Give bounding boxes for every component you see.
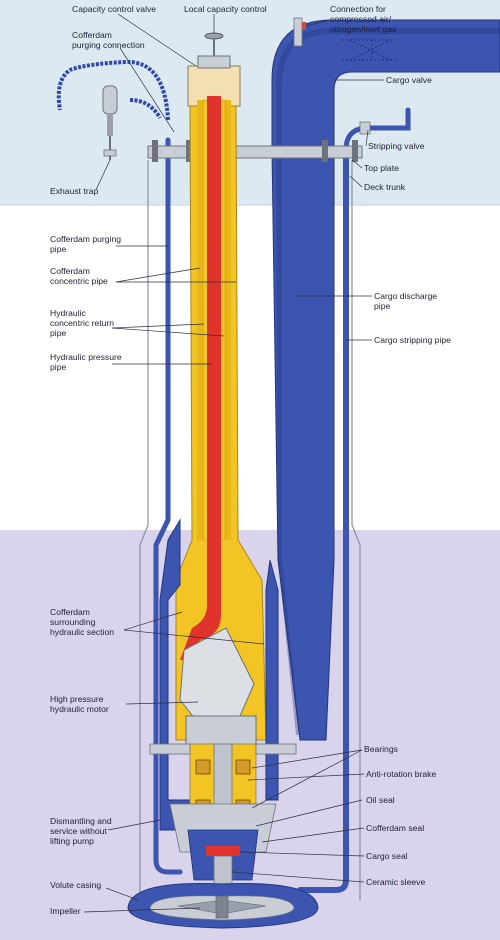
label-ceramic-sleeve: Ceramic sleeve <box>366 877 426 887</box>
label-hydraulic-pressure-pipe: Hydraulic pressure pipe <box>50 352 122 372</box>
cargo-valve <box>342 39 398 61</box>
label-high-pressure-motor: High pressure hydraulic motor <box>50 694 109 714</box>
hydraulic-pressure-bend <box>180 576 221 660</box>
label-cargo-discharge-pipe: Cargo discharge pipe <box>374 291 438 311</box>
label-cofferdam-purging-pipe: Cofferdam purging pipe <box>50 234 122 254</box>
cargo-stripping-pipe <box>297 147 349 893</box>
label-cofferdam-seal: Cofferdam seal <box>366 823 425 833</box>
label-cofferdam-concentric-pipe: Cofferdam concentric pipe <box>50 266 108 286</box>
capacity-control-cap <box>197 55 231 69</box>
label-cofferdam-surrounding: Cofferdam surrounding hydraulic section <box>50 607 115 637</box>
label-cargo-valve: Cargo valve <box>386 75 432 85</box>
label-oil-seal: Oil seal <box>366 795 395 805</box>
label-impeller: Impeller <box>50 906 81 916</box>
cofferdam-surround-right <box>265 559 279 801</box>
label-anti-rotation-brake: Anti-rotation brake <box>366 769 437 779</box>
hydraulic-motor <box>179 627 257 747</box>
label-top-plate: Top plate <box>364 163 399 173</box>
deck-trunk <box>139 160 361 900</box>
hydraulic-pressure-pipe <box>207 96 221 576</box>
stripping-valve <box>359 121 371 135</box>
label-dismantling: Dismantling and service without lifting … <box>50 816 112 846</box>
cargo-discharge-pipe <box>271 19 500 741</box>
label-cargo-seal: Cargo seal <box>366 851 408 861</box>
impeller <box>177 895 267 919</box>
compressed-air-connection <box>293 17 306 47</box>
exhaust-trap <box>102 85 118 160</box>
label-connection-compressed: Connection for compressed air/ nitrogen/… <box>330 4 397 34</box>
top-plate-bolts <box>152 140 358 162</box>
label-local-capacity-control: Local capacity control <box>184 4 267 14</box>
label-hydraulic-concentric-return: Hydraulic concentric return pipe <box>50 308 115 338</box>
cofferdam-purging-pipe <box>153 137 183 875</box>
label-capacity-control-valve: Capacity control valve <box>72 4 157 14</box>
label-cargo-stripping-pipe: Cargo stripping pipe <box>374 335 451 345</box>
label-volute-casing: Volute casing <box>50 880 102 890</box>
deck-background <box>0 205 500 530</box>
label-bearings: Bearings <box>364 744 398 754</box>
label-stripping-valve: Stripping valve <box>368 141 425 151</box>
label-cofferdam-purging-connection: Cofferdam purging connection <box>72 30 145 50</box>
purging-hose-2 <box>129 98 162 120</box>
label-deck-trunk: Deck trunk <box>364 182 406 192</box>
bearing-housing <box>149 743 297 897</box>
label-exhaust-trap: Exhaust trap <box>50 186 99 196</box>
top-plate <box>147 145 363 159</box>
leader-lines <box>83 13 384 913</box>
purging-hose <box>56 59 170 121</box>
